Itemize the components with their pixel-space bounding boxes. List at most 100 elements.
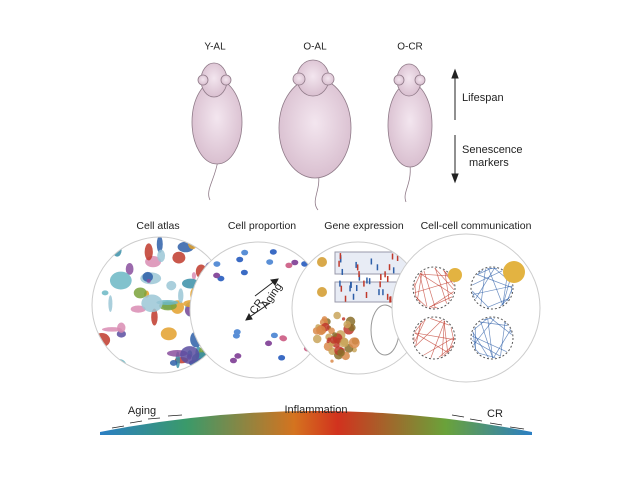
heatmap-cell bbox=[386, 275, 389, 282]
edge bbox=[443, 320, 449, 353]
cell-cluster bbox=[196, 358, 204, 373]
panel-title: Gene expression bbox=[324, 220, 404, 232]
cell-cluster bbox=[172, 251, 186, 264]
heatmap-cell bbox=[378, 289, 380, 296]
edge bbox=[414, 332, 454, 340]
dot bbox=[317, 257, 327, 267]
cell bbox=[232, 332, 240, 339]
edge bbox=[441, 320, 445, 357]
network-ring bbox=[412, 316, 456, 360]
panel-title: Cell-cell communication bbox=[421, 220, 532, 232]
cell-cluster bbox=[101, 327, 123, 332]
panel-circle bbox=[391, 233, 541, 383]
edge bbox=[472, 292, 475, 298]
heatmap-cell bbox=[350, 281, 352, 288]
edge bbox=[450, 345, 453, 349]
edge bbox=[475, 348, 480, 354]
bubble bbox=[333, 311, 341, 320]
hub bbox=[448, 268, 462, 282]
dot bbox=[317, 287, 327, 297]
inflammation-label: Inflammation bbox=[285, 404, 348, 416]
edge bbox=[509, 328, 512, 334]
cell bbox=[270, 332, 278, 339]
cell-cluster bbox=[210, 237, 228, 250]
bubble bbox=[326, 339, 330, 344]
edge bbox=[444, 271, 450, 301]
cell bbox=[213, 261, 221, 267]
cell bbox=[269, 249, 277, 255]
edge bbox=[430, 321, 446, 358]
heatmap-cell bbox=[349, 285, 351, 292]
edge bbox=[473, 318, 488, 331]
heatmap-cell bbox=[344, 295, 347, 302]
gene-expression-content bbox=[292, 242, 424, 374]
cell-cluster bbox=[133, 287, 147, 299]
cell-cluster bbox=[166, 280, 177, 291]
inflammation-gradient bbox=[100, 411, 532, 435]
edge bbox=[414, 332, 448, 353]
edge bbox=[415, 319, 443, 347]
hub bbox=[503, 261, 525, 283]
cell-cluster bbox=[101, 290, 109, 296]
lifespan-label: Lifespan bbox=[462, 92, 504, 104]
heatmap bbox=[334, 251, 411, 275]
edge bbox=[472, 331, 476, 350]
heatmap-cell bbox=[396, 254, 399, 261]
bubble bbox=[328, 347, 336, 355]
edge bbox=[503, 321, 507, 325]
edge bbox=[414, 320, 424, 332]
edge bbox=[478, 269, 484, 274]
side-arrow bbox=[451, 68, 459, 184]
cell bbox=[265, 340, 273, 347]
bubble bbox=[330, 359, 334, 363]
network-ring bbox=[470, 266, 514, 310]
cell-cluster bbox=[117, 322, 126, 333]
edge bbox=[419, 273, 428, 307]
cell-cluster bbox=[116, 330, 126, 338]
edge bbox=[487, 298, 510, 308]
bubble bbox=[348, 337, 360, 349]
cell-cluster bbox=[156, 237, 163, 253]
edge bbox=[493, 329, 511, 359]
heatmap-cell bbox=[365, 291, 368, 298]
cell bbox=[213, 272, 221, 279]
cell bbox=[279, 335, 287, 341]
cell-cluster bbox=[102, 252, 109, 257]
heatmap-cell bbox=[391, 253, 394, 260]
edge bbox=[480, 321, 494, 359]
senescence-label: Senescence bbox=[462, 144, 523, 156]
heatmap-cell bbox=[358, 271, 360, 278]
edge bbox=[471, 335, 507, 352]
edge bbox=[417, 271, 423, 300]
cell-cluster bbox=[125, 263, 134, 275]
edge bbox=[476, 267, 493, 275]
heatmap-cell bbox=[370, 258, 373, 265]
cell-cluster bbox=[144, 243, 153, 261]
cell-cluster bbox=[207, 242, 219, 252]
bubble bbox=[321, 316, 328, 322]
edge bbox=[429, 291, 454, 308]
edge bbox=[415, 296, 421, 303]
edge bbox=[423, 270, 436, 309]
heatmap-cell bbox=[382, 289, 384, 296]
edge bbox=[434, 267, 455, 291]
mouse-old-al bbox=[278, 59, 352, 211]
mouse-label: O-AL bbox=[303, 42, 327, 53]
cell bbox=[229, 357, 237, 364]
heatmap-cell bbox=[352, 293, 355, 300]
proportion-arrows bbox=[245, 278, 279, 321]
cell-cluster bbox=[109, 271, 132, 290]
cell-cluster bbox=[108, 295, 113, 312]
cell-cluster bbox=[97, 237, 113, 244]
heatmap-cell bbox=[341, 268, 344, 275]
cr-label: CR bbox=[487, 408, 503, 420]
communication-content bbox=[392, 234, 540, 382]
edge bbox=[490, 317, 512, 335]
network-ring bbox=[412, 266, 456, 310]
mouse-label: O-CR bbox=[397, 42, 423, 53]
heatmap-cell bbox=[379, 281, 381, 288]
edge bbox=[423, 337, 455, 356]
bubble bbox=[316, 325, 326, 336]
heatmap-cell bbox=[340, 285, 343, 292]
